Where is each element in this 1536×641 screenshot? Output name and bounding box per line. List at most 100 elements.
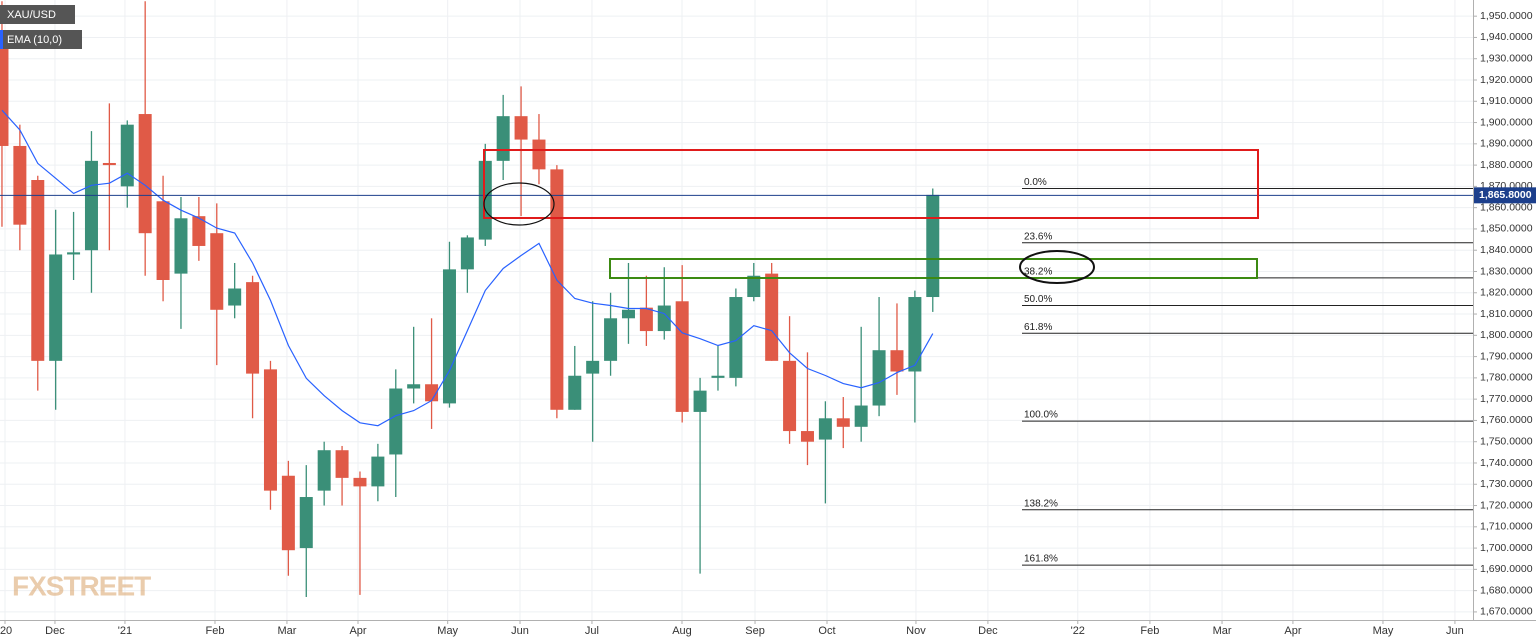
x-tick-label: Apr — [349, 625, 366, 637]
fib-label: 138.2% — [1024, 498, 1058, 509]
candle-body — [31, 180, 45, 361]
candle-body — [729, 297, 743, 378]
y-tick-label: 1,860.0000 — [1480, 201, 1533, 213]
candle-body — [621, 309, 635, 319]
y-tick-label: 1,830.0000 — [1480, 265, 1533, 277]
candle-body — [747, 275, 761, 298]
y-tick-label: 1,910.0000 — [1480, 95, 1533, 107]
candle-body — [49, 254, 63, 361]
y-tick-label: 1,780.0000 — [1480, 372, 1533, 384]
candle-body — [371, 456, 385, 487]
candle-body — [836, 418, 850, 427]
y-tick-label: 1,920.0000 — [1480, 74, 1533, 86]
legend-box — [0, 30, 82, 49]
legend-ema: EMA (10,0) — [7, 34, 62, 46]
candle-body — [281, 475, 295, 551]
candle-body — [872, 350, 886, 406]
candle-body — [335, 450, 349, 478]
x-tick-label: Jun — [511, 625, 529, 637]
y-tick-label: 1,950.0000 — [1480, 10, 1533, 22]
y-tick-label: 1,880.0000 — [1480, 159, 1533, 171]
y-tick-label: 1,690.0000 — [1480, 563, 1533, 575]
fib-label: 38.2% — [1024, 267, 1052, 278]
y-tick-label: 1,800.0000 — [1480, 329, 1533, 341]
candle-body — [639, 307, 653, 332]
legend: XAU/USD EMA (10,0) — [0, 5, 82, 49]
candle-body — [84, 160, 98, 251]
candle-body — [926, 194, 940, 298]
fib-label: 161.8% — [1024, 554, 1058, 565]
y-tick-label: 1,710.0000 — [1480, 521, 1533, 533]
x-tick-label: May — [1373, 625, 1394, 637]
candle-body — [460, 237, 474, 270]
candle-body — [299, 497, 313, 549]
candle-body — [532, 139, 546, 170]
candle-body — [192, 216, 206, 246]
y-tick-label: 1,750.0000 — [1480, 435, 1533, 447]
y-tick-label: 1,820.0000 — [1480, 287, 1533, 299]
x-tick-label: Dec — [978, 625, 998, 637]
candle-body — [156, 201, 170, 280]
y-tick-label: 1,850.0000 — [1480, 223, 1533, 235]
last-price-label: 1,865.8000 — [1479, 189, 1532, 201]
plot: 0.0% 23.6% 38.2% 50.0% 61.8% 100.0% 138.2% 161.… — [0, 1, 1473, 598]
x-tick-label: Oct — [818, 625, 835, 637]
candle-body — [783, 360, 797, 432]
candle-body — [586, 360, 600, 374]
x-tick-label: Feb — [1140, 625, 1159, 637]
candle-body — [425, 384, 439, 402]
candle-body — [890, 350, 904, 372]
candle-body — [120, 124, 134, 187]
resistance-zone — [483, 149, 1259, 219]
x-tick-label: '22 — [1071, 625, 1085, 637]
candle-body — [908, 297, 922, 372]
y-tick-label: 1,700.0000 — [1480, 542, 1533, 554]
y-tick-label: 1,790.0000 — [1480, 350, 1533, 362]
x-tick-label: '21 — [118, 625, 132, 637]
candle-body — [711, 375, 725, 378]
fib-label: 50.0% — [1024, 294, 1052, 305]
y-tick-label: 1,930.0000 — [1480, 53, 1533, 65]
highlight-ellipse — [1019, 250, 1095, 284]
fib-label: 61.8% — [1024, 322, 1052, 333]
y-tick-label: 1,770.0000 — [1480, 393, 1533, 405]
candle-body — [478, 160, 492, 240]
candle-body — [568, 375, 582, 410]
candle-body — [174, 218, 188, 274]
watermark: FXSTREET — [12, 570, 151, 601]
candle-body — [800, 431, 814, 442]
candle-body — [138, 114, 152, 234]
y-tick-label: 1,740.0000 — [1480, 457, 1533, 469]
candle-body — [0, 37, 9, 146]
fib-label: 0.0% — [1024, 177, 1047, 188]
candle-body — [263, 369, 277, 491]
y-tick-label: 1,730.0000 — [1480, 478, 1533, 490]
x-axis-panel — [0, 620, 1536, 641]
y-tick-label: 1,890.0000 — [1480, 138, 1533, 150]
legend-swatch — [0, 30, 3, 49]
candle-body — [246, 282, 260, 374]
candle-body — [67, 252, 81, 255]
x-tick-label: Nov — [906, 625, 926, 637]
x-tick-label: Mar — [277, 625, 296, 637]
highlight-ellipse — [483, 182, 555, 226]
fib-label: 100.0% — [1024, 410, 1058, 421]
x-tick-label: Aug — [672, 625, 692, 637]
x-tick-label: Dec — [45, 625, 65, 637]
candle-body — [818, 418, 832, 440]
y-tick-label: 1,680.0000 — [1480, 584, 1533, 596]
candle-body — [102, 162, 116, 166]
last-price-box — [1474, 187, 1536, 204]
candle-body — [675, 301, 689, 412]
candle-body — [407, 384, 421, 389]
legend-symbol: XAU/USD — [7, 9, 56, 21]
candle-body — [765, 273, 779, 361]
candle-body — [514, 116, 528, 140]
candle-body — [317, 450, 331, 491]
y-tick-label: 1,940.0000 — [1480, 31, 1533, 43]
fib-label: 23.6% — [1024, 231, 1052, 242]
x-tick-label: May — [437, 625, 458, 637]
support-zone — [609, 258, 1258, 279]
